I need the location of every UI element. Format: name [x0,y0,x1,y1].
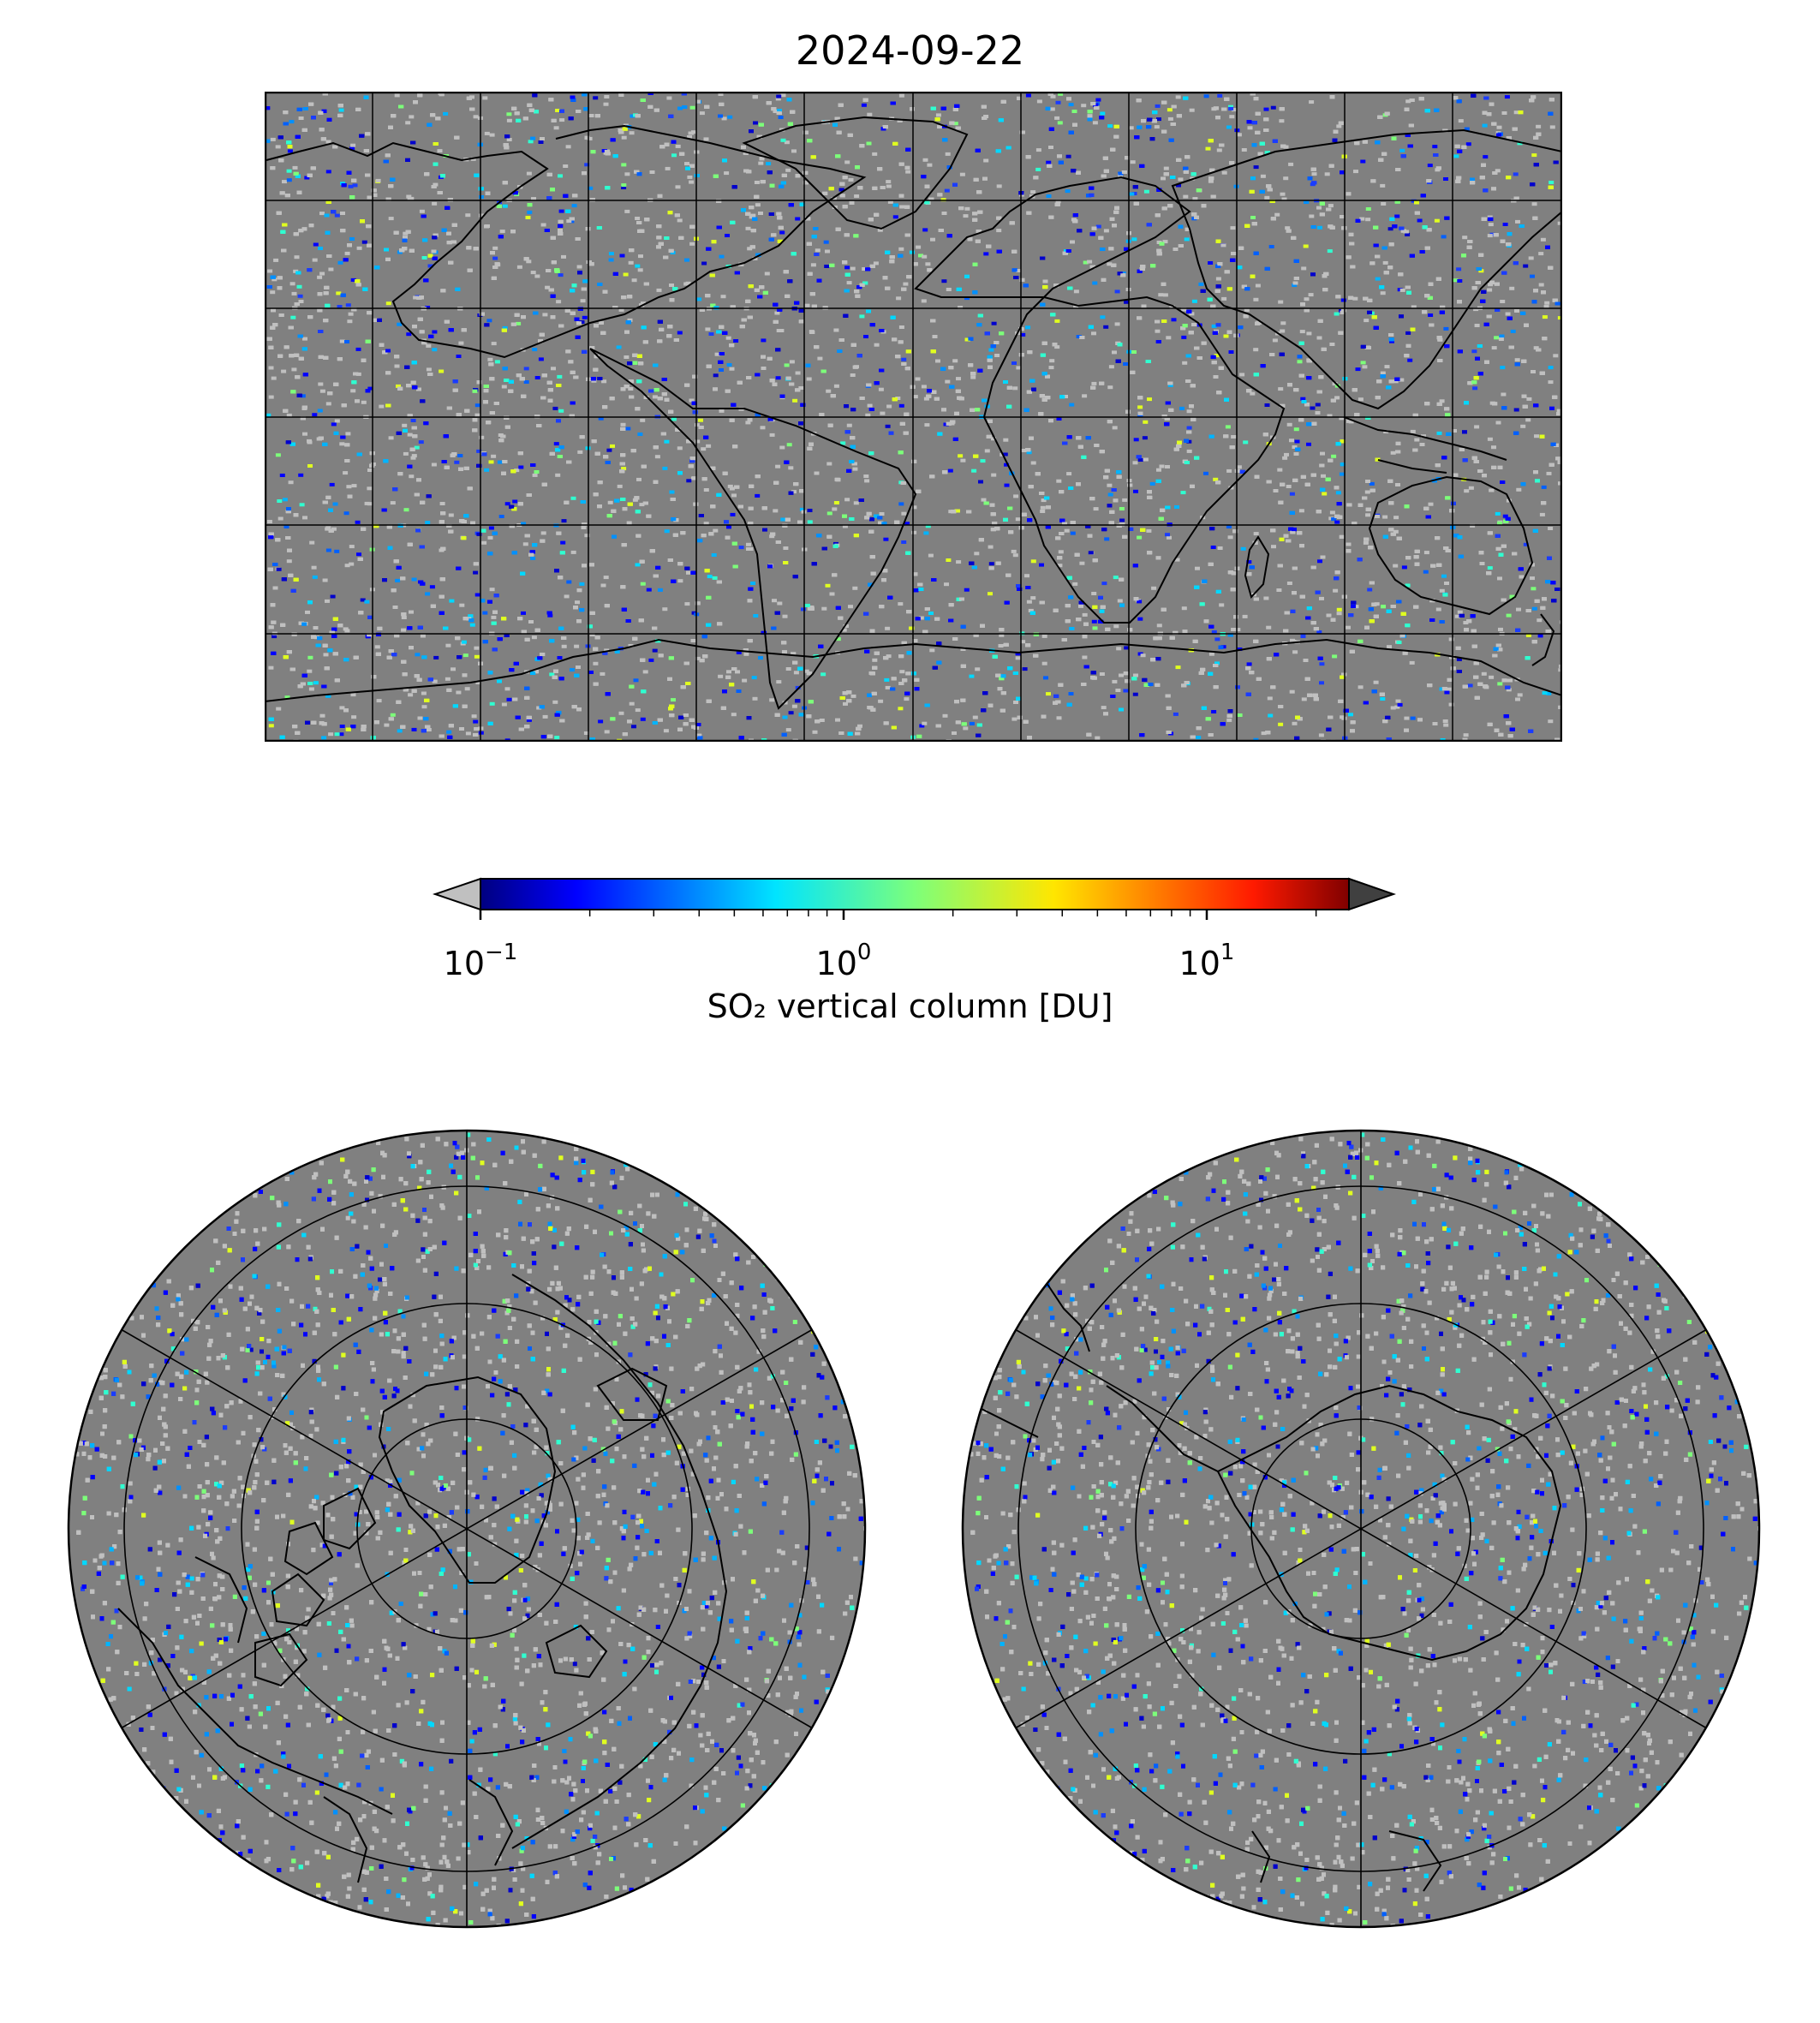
north-map-frame [67,1129,867,1929]
global-map-frame [265,92,1562,742]
north-gridlines [120,1131,814,1927]
north-coastlines [117,1274,728,1883]
colorbar-gradient [480,878,1350,910]
global-coastlines [265,116,1562,710]
colorbar-tick-label-2: 101 [1179,940,1235,982]
global-so2-field [265,92,1562,742]
colorbar-over-extension [1348,877,1396,911]
south-polar-map [961,1129,1761,1929]
colorbar-label: SO₂ vertical column [DU] [0,988,1820,1025]
global-map [265,92,1562,742]
figure-title: 2024-09-22 [0,27,1820,74]
colorbar-tick-label-0: 10−1 [444,940,518,982]
colorbar-minor-ticks [588,910,1317,916]
south-map-frame [961,1129,1761,1929]
colorbar-tick-label-1: 100 [816,940,872,982]
south-gridlines [1014,1131,1708,1927]
global-gridlines [265,92,1562,742]
colorbar-under-extension [433,877,481,911]
north-polar-map [67,1129,867,1929]
south-so2-field [969,1132,1759,1927]
colorbar-major-ticks [479,910,1208,920]
colorbar [433,877,1396,920]
